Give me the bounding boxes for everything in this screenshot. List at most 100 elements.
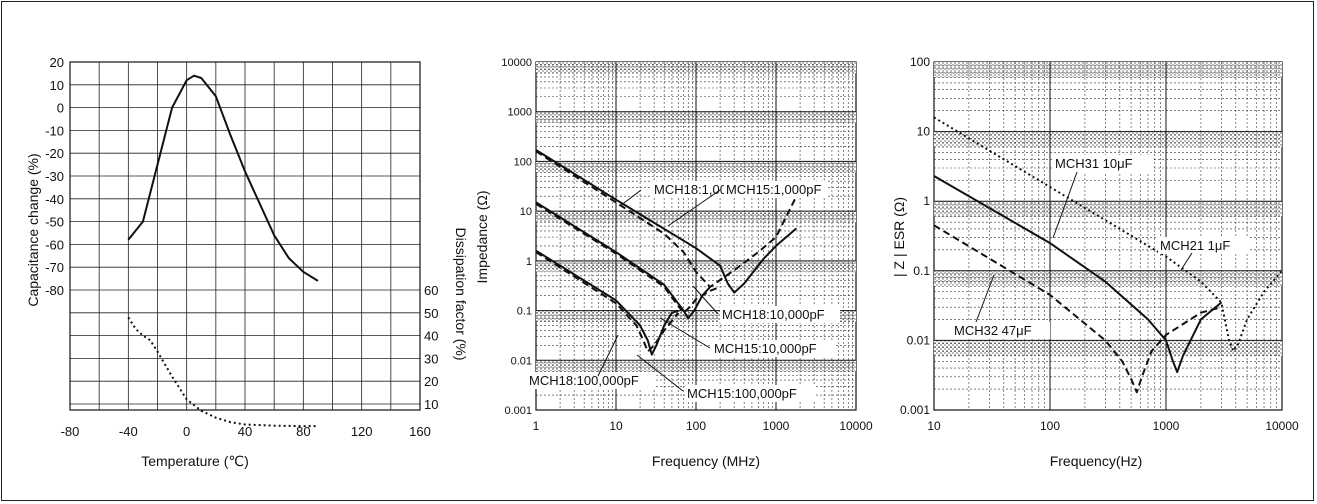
annotation-mch15-100000: MCH15:100,000pF: [687, 386, 797, 401]
y2-tick-label: 60: [424, 283, 438, 298]
leader-line: [1180, 252, 1193, 271]
impedance-y-label: Impedance (Ω): [474, 191, 490, 284]
y-tick-label: 0.001: [900, 403, 930, 417]
y-tick-label: 0: [57, 101, 64, 116]
p3-series-2-line: [933, 224, 1222, 394]
y-tick-label: 1000: [508, 107, 532, 119]
annotation-bg: [685, 385, 815, 402]
y-tick-label: 100: [910, 55, 930, 69]
impedance-x-label: Frequency (MHz): [652, 453, 760, 469]
annotation-mch21: MCH21 1μF: [1160, 238, 1230, 253]
y-tick-label: 20: [50, 55, 64, 70]
annotation-mch31: MCH31 10μF: [1055, 156, 1133, 171]
y-tick-label: -60: [45, 237, 64, 252]
annotation-mch15-10000: MCH15:10,000pF: [714, 341, 817, 356]
p2-series-5-line: [535, 251, 680, 353]
y-tick-label: 10: [520, 206, 532, 218]
x-tick-label: -40: [119, 424, 138, 439]
y-tick-label: 0.1: [517, 306, 532, 318]
esr-x-label: Frequency(Hz): [1050, 453, 1143, 469]
y2-tick-label: 50: [424, 306, 438, 321]
shaded-band: [934, 340, 1282, 356]
y2-tick-label: 10: [424, 397, 438, 412]
leader-line: [975, 274, 995, 323]
capacitance-y-label: Capacitance change (%): [25, 153, 41, 306]
x-tick-label: 1: [533, 419, 540, 433]
x-tick-label: 40: [238, 424, 252, 439]
y2-tick-label: 20: [424, 374, 438, 389]
y-tick-label: -50: [45, 215, 64, 230]
temperature-chart: Temperature (℃) Capacitance change (%) D…: [25, 55, 469, 469]
x-tick-label: 1000: [763, 419, 790, 433]
shaded-band: [934, 131, 1282, 147]
p2-series-3-line: [535, 203, 721, 314]
annotation-mch32: MCH32 47μF: [954, 323, 1032, 338]
p2-series-4-line: [535, 249, 679, 356]
x-tick-label: 10000: [1265, 419, 1299, 433]
y2-tick-label: 30: [424, 351, 438, 366]
y-tick-label: 0.01: [511, 355, 532, 367]
leader-line: [597, 334, 619, 377]
y-tick-label: 0.1: [913, 264, 930, 278]
annotation-bg: [724, 181, 828, 198]
leader-line: [659, 317, 711, 349]
x-tick-label: 100: [686, 419, 706, 433]
annotation-mch18-100000: MCH18:100,000pF: [529, 373, 639, 388]
y-tick-label: 10000: [501, 57, 532, 69]
y-tick-label: 0.01: [907, 333, 931, 347]
esr-chart: Frequency(Hz) | Z | ESR (Ω) MCH31 10μF M…: [891, 55, 1299, 469]
leader-line: [619, 189, 642, 207]
impedance-chart: Frequency (MHz) Impedance (Ω) MCH18:1,00…: [474, 57, 873, 469]
y2-tick-label: 40: [424, 329, 438, 344]
shaded-band: [934, 62, 1282, 78]
y-tick-label: -10: [45, 123, 64, 138]
temperature-x-label: Temperature (℃): [141, 453, 249, 469]
annotation-mch15-1000: MCH15:1,000pF: [726, 182, 821, 197]
p3-series-0-line: [933, 116, 1283, 353]
annotation-bg: [527, 372, 655, 389]
y-tick-label: 0.001: [504, 405, 532, 417]
annotation-bg: [720, 306, 840, 323]
y-tick-label: -70: [45, 260, 64, 275]
p2-series-1-line: [535, 150, 798, 288]
esr-y-label: | Z | ESR (Ω): [891, 197, 907, 277]
x-tick-label: 1000: [1153, 419, 1180, 433]
annotation-bg: [952, 322, 1050, 339]
y-tick-label: 1: [526, 256, 532, 268]
y-tick-label: -20: [45, 146, 64, 161]
shaded-band: [934, 270, 1282, 287]
annotation-mch18-10000: MCH18:10,000pF: [722, 307, 825, 322]
p2-series-2-line: [535, 201, 711, 320]
p3-series-1-line: [933, 175, 1222, 374]
y-tick-label: 100: [514, 156, 532, 168]
x-tick-label: 160: [409, 424, 431, 439]
p2-series-0-line: [535, 149, 798, 294]
dissipation-y-label: Dissipation factor (%): [453, 227, 469, 360]
y-tick-label: -40: [45, 192, 64, 207]
shaded-band: [934, 201, 1282, 217]
y-tick-label: 10: [917, 125, 931, 139]
x-tick-label: 120: [351, 424, 373, 439]
annotation-bg: [1053, 155, 1153, 172]
temp-series-1-line: [127, 316, 318, 428]
temp-series-0-line: [127, 74, 319, 282]
x-tick-label: 10: [609, 419, 623, 433]
y-tick-label: -80: [45, 283, 64, 298]
leader-line: [636, 354, 684, 392]
leader-line: [667, 189, 721, 227]
x-tick-label: 10: [927, 419, 941, 433]
plot-area: [933, 61, 1283, 411]
x-tick-label: 10000: [839, 419, 873, 433]
x-tick-label: 0: [183, 424, 190, 439]
x-tick-label: 80: [296, 424, 310, 439]
annotation-bg: [712, 340, 834, 357]
x-tick-label: 100: [1040, 419, 1060, 433]
x-tick-label: -80: [61, 424, 80, 439]
leader-line: [1052, 171, 1078, 239]
leader-line: [692, 285, 719, 315]
y-tick-label: -30: [45, 169, 64, 184]
y-tick-label: 10: [50, 78, 64, 93]
y-tick-label: 1: [923, 194, 930, 208]
annotation-bg: [1158, 237, 1250, 254]
